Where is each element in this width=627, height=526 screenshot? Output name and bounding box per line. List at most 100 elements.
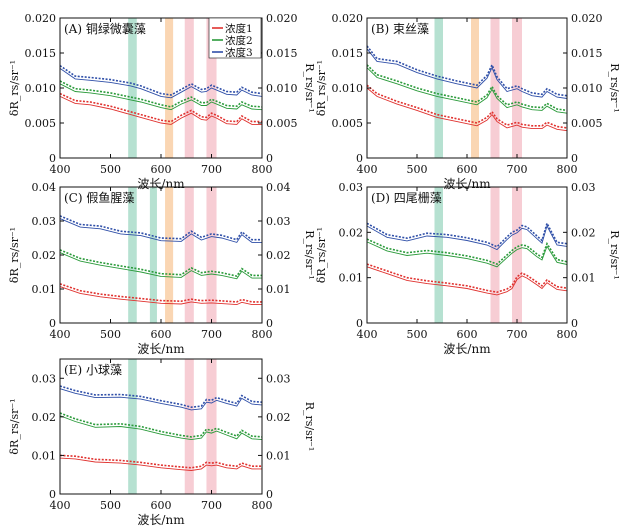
right-y-tick-label: 0.010 (571, 82, 603, 95)
series-浓度1-rrs-line (366, 87, 568, 132)
x-tick-label: 700 (507, 163, 528, 176)
series-浓度3-line (59, 385, 263, 409)
x-tick-label: 800 (252, 328, 273, 341)
right-y-tick-label: 0.03 (571, 181, 596, 194)
band-pink (512, 187, 522, 323)
y-tick-label: 0.010 (25, 82, 57, 95)
y-tick-label: 0.01 (339, 272, 364, 285)
series-浓度3-line (366, 221, 568, 248)
right-axis-label: R_rs/sr⁻¹ (303, 230, 316, 280)
left-axis-label: δR_rs/sr⁻¹ (315, 60, 328, 116)
band-pink (184, 187, 194, 323)
x-tick-label: 600 (151, 328, 172, 341)
series-浓度1-rrs-line (366, 266, 568, 296)
series-浓度2-rrs-line (366, 241, 568, 268)
right-y-tick-label: 0 (571, 152, 578, 165)
y-tick-label: 0.01 (32, 449, 57, 462)
band-green (128, 18, 137, 158)
y-tick-label: 0 (356, 317, 363, 330)
legend-label: 浓度3 (225, 46, 253, 59)
right-y-tick-label: 0.015 (571, 47, 603, 60)
x-tick-label: 700 (507, 328, 528, 341)
right-y-tick-label: 0.02 (571, 226, 596, 239)
x-tick-label: 500 (100, 499, 121, 512)
series-浓度3-rrs-line (59, 388, 263, 411)
series-浓度1-line (59, 92, 262, 123)
x-tick-label: 600 (151, 163, 172, 176)
y-tick-label: 0.04 (32, 181, 57, 194)
y-tick-label: 0.03 (32, 372, 57, 385)
right-y-tick-label: 0.03 (266, 215, 291, 228)
series-浓度3-rrs-line (59, 218, 262, 243)
band-green (128, 187, 137, 323)
x-tick-label: 700 (201, 328, 222, 341)
series-浓度3-rrs-line (366, 48, 568, 99)
x-tick-label: 600 (457, 328, 478, 341)
series-浓度2-line (59, 249, 262, 278)
band-pink (206, 359, 217, 494)
band-green (128, 359, 137, 494)
x-tick-label: 400 (50, 328, 71, 341)
panel-label: (A) 铜绿微囊藻 (64, 21, 146, 36)
x-axis-label: 波长/nm (137, 513, 185, 526)
right-axis-label: R_rs/sr⁻¹ (608, 230, 621, 280)
panel-label: (B) 束丝藻 (371, 22, 429, 36)
series-浓度1-rrs-line (59, 286, 262, 306)
band-pink (206, 187, 217, 323)
y-tick-label: 0.005 (332, 117, 364, 130)
right-y-tick-label: 0.020 (266, 12, 298, 25)
x-tick-label: 500 (407, 163, 428, 176)
series-浓度2-line (59, 412, 263, 438)
right-y-tick-label: 0.01 (266, 449, 291, 462)
series-浓度3-line (366, 45, 568, 97)
right-y-tick-label: 0.01 (266, 283, 291, 296)
right-axis-label: R_rs/sr⁻¹ (303, 63, 316, 113)
plot-frame (59, 358, 263, 495)
x-tick-label: 800 (252, 163, 273, 176)
band-pink (184, 359, 194, 494)
right-y-tick-label: 0.02 (266, 249, 291, 262)
band-pink (490, 187, 500, 323)
plot-frame (366, 186, 568, 324)
x-tick-label: 400 (357, 328, 378, 341)
band-green (434, 18, 443, 158)
y-tick-label: 0.02 (32, 249, 57, 262)
x-tick-label: 400 (357, 163, 378, 176)
y-tick-label: 0.015 (25, 47, 57, 60)
right-axis-label: R_rs/sr⁻¹ (303, 402, 316, 452)
legend-label: 浓度2 (225, 34, 253, 47)
y-tick-label: 0.01 (32, 283, 57, 296)
x-tick-label: 500 (100, 163, 121, 176)
legend-box (208, 17, 262, 59)
y-tick-label: 0 (356, 152, 363, 165)
right-y-tick-label: 0.005 (571, 117, 603, 130)
y-tick-label: 0 (49, 152, 56, 165)
right-y-tick-label: 0.01 (571, 272, 596, 285)
x-tick-label: 800 (557, 163, 578, 176)
series-浓度3-line (59, 64, 263, 96)
series-浓度2-rrs-line (59, 83, 263, 111)
y-tick-label: 0.020 (332, 12, 364, 25)
right-y-tick-label: 0.015 (266, 47, 298, 60)
y-tick-label: 0 (49, 488, 56, 501)
right-y-tick-label: 0.005 (266, 117, 298, 130)
x-axis-label: 波长/nm (443, 342, 491, 356)
series-浓度3-rrs-line (59, 68, 263, 99)
left-axis-label: δR_rs/sr⁻¹ (8, 60, 21, 116)
x-tick-label: 400 (50, 499, 71, 512)
series-浓度1-rrs-line (59, 95, 262, 125)
right-y-tick-label: 0 (266, 317, 273, 330)
right-y-tick-label: 0 (571, 317, 578, 330)
series-浓度1-line (59, 283, 262, 303)
x-tick-label: 400 (50, 163, 71, 176)
right-y-tick-label: 0.020 (571, 12, 603, 25)
series-浓度1-rrs-line (59, 457, 262, 471)
right-y-tick-label: 0.04 (266, 181, 291, 194)
y-tick-label: 0.02 (339, 226, 364, 239)
series-浓度3-line (59, 215, 262, 241)
right-y-tick-label: 0.03 (266, 372, 291, 385)
